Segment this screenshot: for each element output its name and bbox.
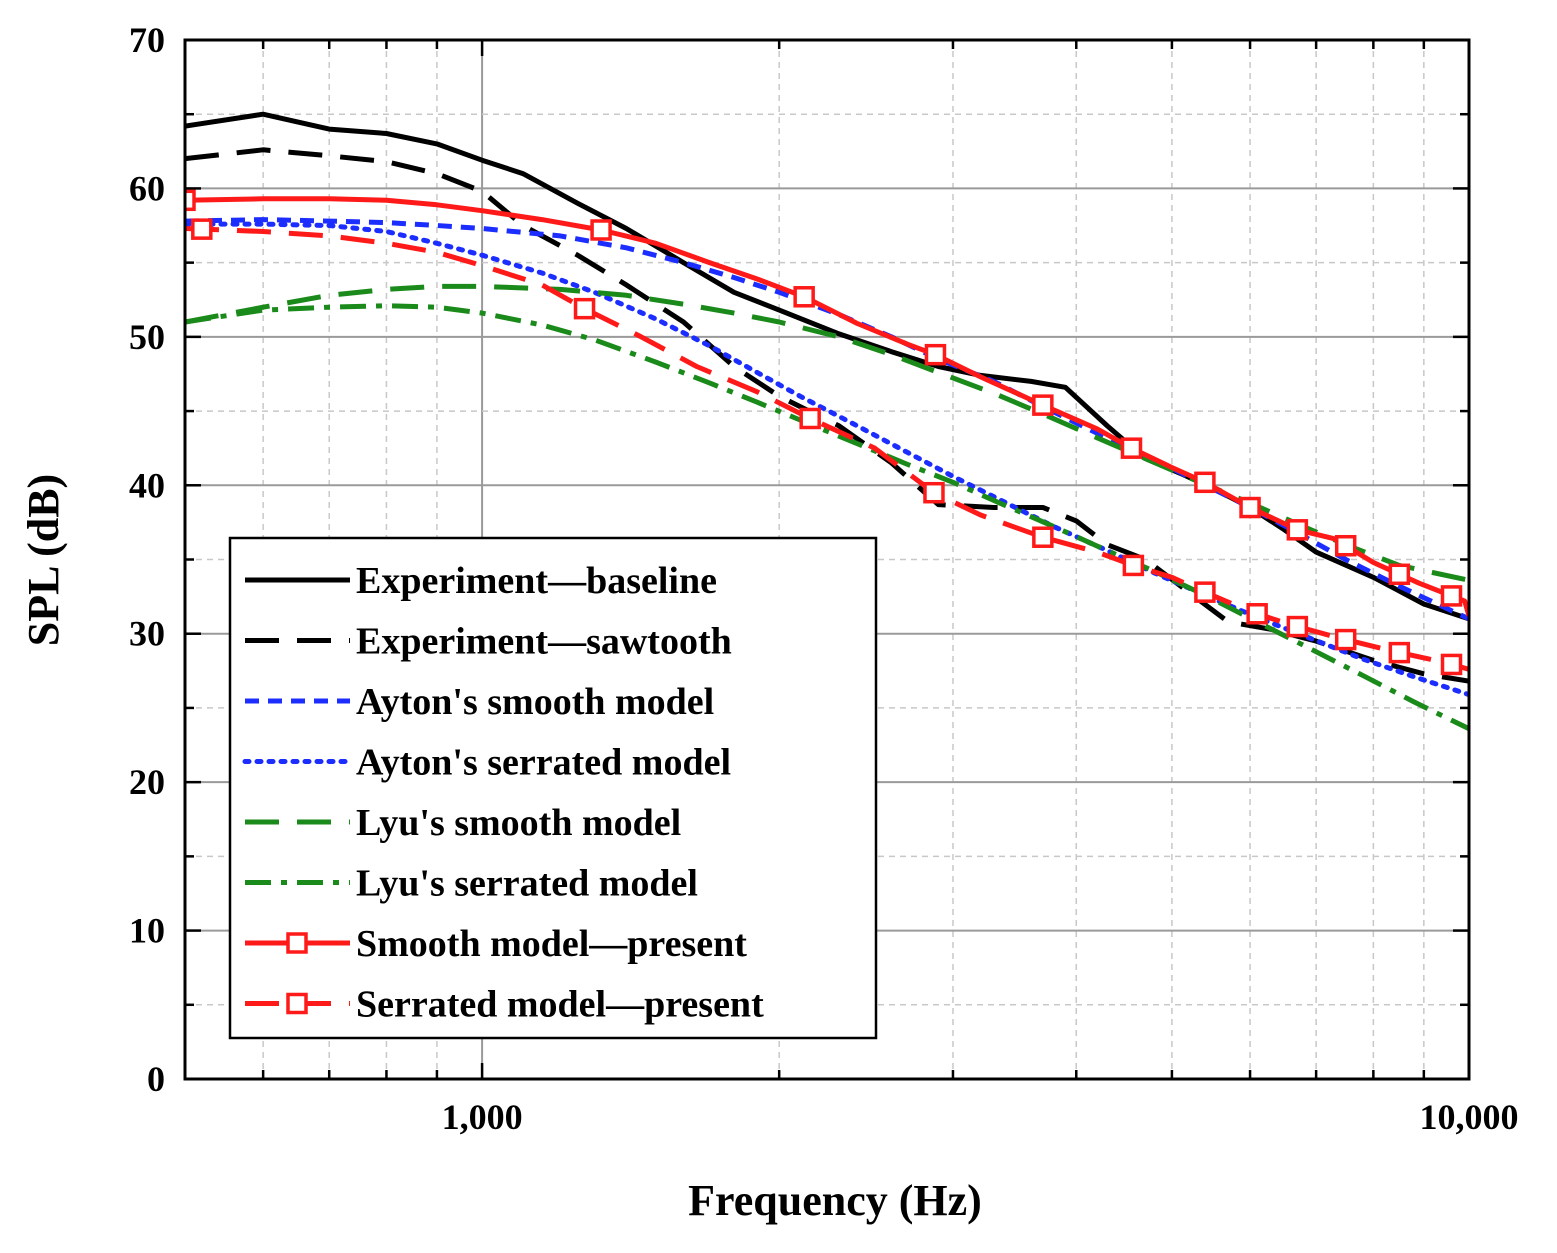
series-marker: [1286, 615, 1309, 638]
series-marker: [793, 286, 815, 308]
legend-item-1: Experiment—baseline: [245, 560, 717, 602]
legend-swatch-marker: [286, 932, 308, 954]
legend-swatch-marker: [286, 992, 308, 1015]
series-marker: [1388, 563, 1411, 586]
legend-item-5: Lyu's smooth model: [245, 802, 681, 844]
series-marker: [185, 189, 196, 212]
legend-label: Experiment—baseline: [356, 560, 717, 602]
y-tick-label: 50: [129, 317, 165, 357]
legend-label: Ayton's serrated model: [356, 742, 731, 784]
series-line: [185, 196, 1469, 617]
series-marker: [1120, 437, 1143, 459]
legend-label: Ayton's smooth model: [356, 681, 714, 723]
legend-label: Serrated model—present: [356, 984, 764, 1026]
series-marker: [1122, 554, 1145, 577]
legend-item-3: Ayton's smooth model: [245, 681, 714, 723]
series-marker: [1388, 641, 1411, 664]
legend-box: [228, 536, 878, 1040]
series-line: [185, 226, 1469, 672]
series-marker: [573, 297, 596, 320]
series-marker: [1032, 526, 1054, 548]
legend-item-6: Lyu's serrated model: [245, 863, 698, 905]
series-marker: [191, 218, 213, 240]
legend-item-2: Experiment—sawtooth: [245, 621, 732, 663]
legend-item-8: Serrated model—present: [245, 984, 764, 1026]
series-marker: [1334, 628, 1357, 651]
x-tick-label: 1,000: [442, 1097, 523, 1137]
series-marker: [1032, 394, 1054, 416]
series-marker: [1440, 653, 1463, 676]
legend-label: Experiment—sawtooth: [356, 621, 732, 663]
legend-item-4: Ayton's serrated model: [242, 742, 731, 784]
legend-label: Lyu's smooth model: [356, 802, 681, 844]
series-line: [185, 303, 1469, 731]
legend-label: Smooth model—present: [356, 923, 747, 965]
series-6: [185, 303, 1469, 731]
x-tick-label: 10,000: [1420, 1097, 1519, 1137]
x-axis-label: Frequency (Hz): [688, 1176, 982, 1225]
series-marker: [799, 407, 821, 430]
series-marker: [924, 343, 947, 366]
y-tick-label: 70: [129, 20, 165, 60]
legend-label: Lyu's serrated model: [356, 863, 698, 905]
y-tick-label: 0: [147, 1059, 165, 1099]
tick-layer: 0 10 20 30 40 50 60 70 1,000 10,000: [129, 20, 1519, 1137]
series-marker: [590, 219, 612, 241]
series-marker: [1194, 581, 1216, 603]
series-marker: [923, 481, 945, 504]
y-tick-label: 10: [129, 911, 165, 951]
series-marker: [1194, 471, 1216, 494]
series-marker: [1440, 585, 1463, 607]
y-tick-label: 20: [129, 762, 165, 802]
legend-item-7: Smooth model—present: [245, 923, 747, 965]
series-8: [185, 218, 1469, 676]
legend: Experiment—baseline Experiment—sawtooth Ay…: [228, 536, 878, 1040]
y-tick-label: 30: [129, 614, 165, 654]
series-marker: [1334, 534, 1357, 557]
series-marker: [1239, 496, 1261, 519]
y-axis-label: SPL (dB): [19, 474, 68, 646]
series-layer: [185, 111, 1469, 731]
series-7: [185, 189, 1469, 617]
series-marker: [1286, 519, 1309, 541]
y-tick-label: 60: [129, 168, 165, 208]
y-tick-label: 40: [129, 465, 165, 505]
series-marker: [1246, 603, 1268, 625]
